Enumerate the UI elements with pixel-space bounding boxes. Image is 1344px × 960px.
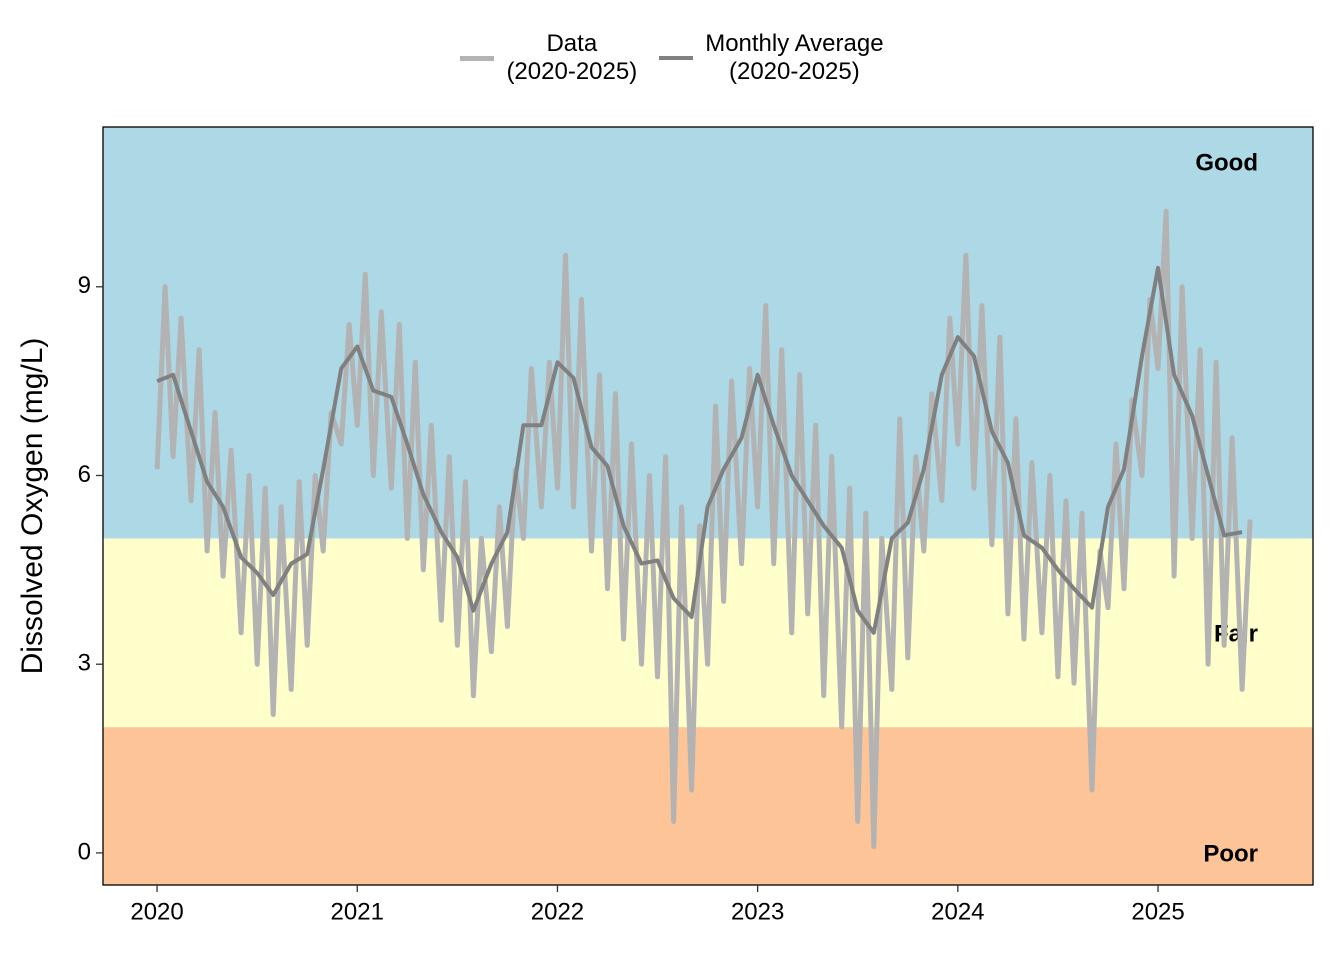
y-tick-label: 6 (78, 461, 91, 488)
x-tick-label: 2023 (731, 898, 784, 925)
x-tick-label: 2024 (931, 898, 984, 925)
legend-key (460, 55, 495, 61)
zone-label: Fair (1214, 620, 1258, 647)
series-line (156, 265, 1243, 635)
legend-label: Data (2020-2025) (506, 30, 638, 85)
y-tick-label: 0 (78, 838, 91, 865)
legend-item: Monthly Average (2020-2025) (659, 30, 884, 86)
x-tick-label: 2025 (1131, 898, 1184, 925)
series-line (154, 208, 1253, 850)
zone (103, 127, 1313, 539)
legend-key (659, 56, 694, 60)
zone (103, 727, 1313, 885)
legend-label: Monthly Average (2020-2025) (705, 30, 884, 85)
legend: Data (2020-2025) Monthly Average (2020-20… (0, 30, 1344, 86)
x-tick-label: 2022 (531, 898, 584, 925)
y-tick-label: 9 (78, 272, 91, 299)
plot-frame (102, 126, 1314, 886)
y-tick-label: 3 (78, 650, 91, 677)
zone-label: Good (1195, 149, 1258, 176)
zone-label: Poor (1203, 840, 1258, 867)
legend-item: Data (2020-2025) (460, 30, 637, 86)
y-axis-label: Dissolved Oxygen (mg/L) (16, 338, 49, 675)
x-tick-label: 2020 (130, 898, 183, 925)
x-tick-label: 2021 (331, 898, 384, 925)
